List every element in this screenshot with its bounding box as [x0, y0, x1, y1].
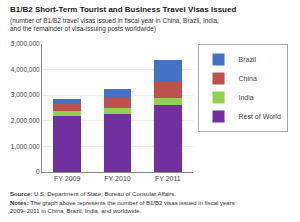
- svg-text:Rest of World: Rest of World: [239, 113, 281, 120]
- svg-text:Source: U.S. Department of Sta: Source: U.S. Department of State; Bureau…: [10, 191, 176, 197]
- svg-text:2,000,000: 2,000,000: [11, 117, 40, 124]
- svg-text:FY 2009: FY 2009: [54, 175, 80, 182]
- svg-text:FY 2011: FY 2011: [155, 175, 181, 182]
- svg-text:5,000,000: 5,000,000: [11, 40, 40, 47]
- svg-text:FY 2010: FY 2010: [104, 175, 130, 182]
- svg-text:4,000,000: 4,000,000: [11, 66, 40, 73]
- svg-text:Notes: The graph above represe: Notes: The graph above represents the nu…: [10, 200, 235, 214]
- svg-text:(number of B1/B2 travel visas: (number of B1/B2 travel visas issued in …: [10, 17, 219, 33]
- svg-text:B1/B2 Short-Term Tourist and B: B1/B2 Short-Term Tourist and Business Tr…: [10, 5, 236, 14]
- svg-text:China: China: [239, 75, 257, 82]
- svg-text:1,000,000: 1,000,000: [11, 143, 40, 150]
- svg-text:India: India: [239, 94, 254, 101]
- svg-text:Brazil: Brazil: [239, 56, 257, 63]
- svg-text:3,000,000: 3,000,000: [11, 91, 40, 98]
- svg-text:0: 0: [36, 168, 40, 175]
